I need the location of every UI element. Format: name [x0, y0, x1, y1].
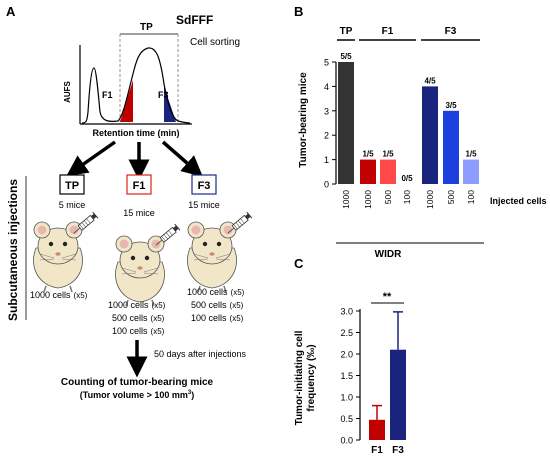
panel-b-bar: [422, 86, 438, 184]
tp-group-label: TP: [65, 180, 79, 192]
panel-c-letter: C: [294, 256, 304, 271]
panel-b: B Tumor-bearing mice Injected cells WIDR…: [294, 4, 547, 260]
tp-cells-1000: 1000 cells (x5): [30, 290, 88, 300]
fractogram-curve: [81, 47, 191, 124]
panel-c-y-tick-label: 1.0: [340, 393, 353, 403]
panel-b-letter: B: [294, 4, 303, 19]
panel-b-x-tick-label: 100: [402, 190, 412, 204]
counting-title: Counting of tumor-bearing mice: [61, 377, 214, 388]
panel-c-y-label: Tumor-initiating cellfrequency (‰): [294, 330, 317, 425]
panel-b-cell-line: WIDR: [375, 249, 402, 260]
f1-cells-500: 500 cells (x5): [112, 313, 165, 323]
panel-b-y-tick-label: 5: [324, 58, 329, 68]
fractogram-x-label: Retention time (min): [93, 128, 180, 138]
panel-b-x-tick-label: 500: [446, 190, 456, 204]
f1-mice-count: 15 mice: [123, 208, 155, 218]
panel-b-bar: [443, 110, 459, 184]
panel-c-y-tick-label: 0.0: [340, 436, 353, 446]
panel-c-y-tick-label: 0.5: [340, 414, 353, 424]
f1-cells-100: 100 cells (x5): [112, 326, 165, 336]
cell-sorting-label: Cell sorting: [190, 37, 240, 48]
panel-b-y-tick-label: 0: [324, 180, 329, 190]
panel-a-letter: A: [6, 4, 16, 19]
f1-group-box: [126, 174, 152, 195]
tp-bracket-label: TP: [140, 22, 153, 33]
panel-b-group-header: F3: [445, 26, 457, 37]
subcutaneous-injections-label: Subcutaneous injections: [6, 179, 20, 321]
panel-b-group-header: TP: [340, 26, 353, 37]
after-injections-label: 50 days after injections: [154, 349, 247, 359]
fractogram-y-label: AUFS: [63, 80, 72, 102]
panel-c-bar: [369, 419, 385, 440]
panel-c-x-tick-label: F1: [371, 445, 383, 456]
panel-b-x-tick-label: 1000: [425, 190, 435, 209]
panel-c-y-tick-label: 2.0: [340, 350, 353, 360]
f3-group-box: [191, 174, 217, 195]
panel-b-data-label: 1/5: [382, 150, 394, 159]
tp-mice-count: 5 mice: [59, 200, 86, 210]
f1-peak-label: F1: [102, 90, 113, 100]
panel-b-y-tick-label: 4: [324, 82, 329, 92]
panel-b-x-label: Injected cells: [490, 196, 547, 206]
f3-cells-1000: 1000 cells (x5): [187, 287, 245, 297]
counting-subtitle: (Tumor volume > 100 mm3): [80, 390, 194, 400]
panel-c-significance-label: **: [383, 291, 392, 303]
panel-a: A SdFFF Cell sorting TP AUFS Retention t…: [6, 4, 253, 400]
arrow-to-f3: [161, 140, 203, 177]
f3-group-label: F3: [198, 180, 211, 192]
panel-c-x-tick-label: F3: [392, 445, 404, 456]
sdfff-title: SdFFF: [176, 13, 213, 27]
panel-b-x-tick-label: 1000: [341, 190, 351, 209]
panel-b-y-tick-label: 3: [324, 106, 329, 116]
panel-b-y-label: Tumor-bearing mice: [298, 72, 309, 168]
panel-b-data-label: 3/5: [445, 101, 457, 110]
f3-cells-500: 500 cells (x5): [191, 300, 244, 310]
panel-b-group-header: F1: [382, 26, 394, 37]
panel-b-y-tick-label: 1: [324, 155, 329, 165]
panel-c-y-tick-label: 2.5: [340, 328, 353, 338]
tp-group-box: [59, 174, 85, 195]
panel-c-bar: [390, 349, 406, 440]
panel-b-data-label: 4/5: [424, 76, 436, 85]
panel-c-y-tick-label: 3.0: [340, 307, 353, 317]
f1-group-label: F1: [133, 180, 146, 192]
panel-c: C Tumor-initiating cellfrequency (‰) 0.0…: [294, 256, 406, 456]
panel-b-bar: [463, 159, 479, 184]
panel-b-data-label: 1/5: [465, 150, 477, 159]
panel-b-y-tick-label: 2: [324, 131, 329, 141]
f1-cells-1000: 1000 cells (x5): [108, 300, 166, 310]
f3-cells-100: 100 cells (x5): [191, 313, 244, 323]
panel-c-y-tick-label: 1.5: [340, 371, 353, 381]
f3-mice-count: 15 mice: [188, 200, 220, 210]
panel-b-bar: [360, 159, 376, 184]
f3-peak-label: F3: [158, 90, 169, 100]
arrow-to-tp: [66, 140, 117, 177]
panel-b-bar: [338, 62, 354, 184]
panel-b-bar: [380, 159, 396, 184]
panel-b-data-label: 5/5: [340, 52, 352, 61]
panel-b-x-tick-label: 1000: [363, 190, 373, 209]
panel-b-x-tick-label: 100: [466, 190, 476, 204]
f1-mouse-illustration: [114, 235, 166, 307]
panel-b-data-label: 0/5: [401, 174, 413, 183]
panel-b-x-tick-label: 500: [383, 190, 393, 204]
panel-b-data-label: 1/5: [362, 150, 374, 159]
